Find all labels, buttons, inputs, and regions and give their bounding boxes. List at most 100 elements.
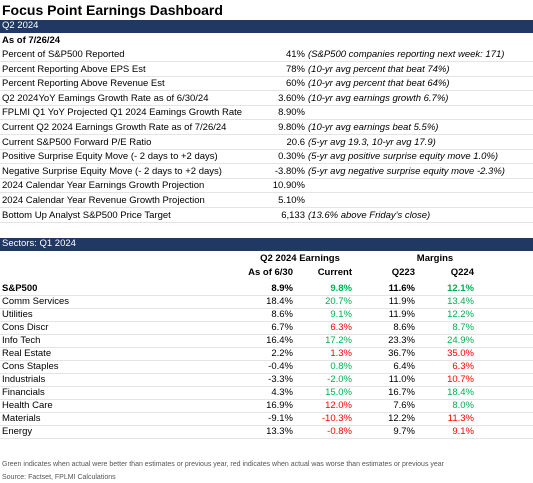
row-line xyxy=(0,166,533,179)
sector-cell: -0.4% xyxy=(268,361,293,372)
sector-cell: 12.1% xyxy=(447,283,474,294)
sector-cell: 23.3% xyxy=(388,335,415,346)
row-note: (5-yr avg negative surprise equity move … xyxy=(308,165,505,177)
row-value: 5.10% xyxy=(278,195,305,206)
row-line xyxy=(0,322,533,335)
sector-cell: 11.6% xyxy=(388,283,415,294)
row-label: Negative Surprise Equity Move (- 2 days … xyxy=(2,165,222,177)
sector-cell: 17.2% xyxy=(325,335,352,346)
sector-cell: 8.7% xyxy=(452,322,474,333)
row-note: (10-yr avg percent that beat 64%) xyxy=(308,78,450,90)
sector-cell: 13.3% xyxy=(266,426,293,437)
sector-cell: 15.0% xyxy=(325,387,352,398)
row-line xyxy=(0,400,533,413)
sector-cell: 11.3% xyxy=(447,413,474,424)
sector-name: Comm Services xyxy=(2,296,70,307)
row-label: Positive Surprise Equity Move (- 2 days … xyxy=(2,151,218,163)
section-header: Q2 2024 xyxy=(0,20,533,33)
sector-cell: -10.3% xyxy=(321,413,352,424)
row-line xyxy=(0,335,533,348)
row-note: (5-yr avg 19.3, 10-yr avg 17.9) xyxy=(308,136,436,148)
sector-name: Materials xyxy=(2,413,41,424)
sector-cell: 35.0% xyxy=(447,348,474,359)
sector-cell: 9.7% xyxy=(393,426,415,437)
sector-cell: -2.0% xyxy=(327,374,352,385)
sector-cell: 8.6% xyxy=(271,309,293,320)
sector-cell: 20.7% xyxy=(325,296,352,307)
group-header: Margins xyxy=(416,253,454,264)
row-line xyxy=(0,296,533,309)
row-label: Bottom Up Analyst S&P500 Price Target xyxy=(2,209,171,221)
sector-cell: 6.7% xyxy=(271,322,293,333)
group-header: Q2 2024 Earnings xyxy=(260,253,340,264)
sector-cell: 11.0% xyxy=(388,374,415,385)
row-line xyxy=(0,283,533,296)
row-label: Percent Reporting Above EPS Est xyxy=(2,63,146,75)
sector-name: Real Estate xyxy=(2,348,52,359)
sector-cell: -3.3% xyxy=(268,374,293,385)
row-value: 10.90% xyxy=(272,180,305,192)
row-note: (10-yr avg earnings growth 6.7%) xyxy=(308,92,449,104)
sector-name: Info Tech xyxy=(2,335,41,346)
sector-cell: 11.9% xyxy=(388,296,415,307)
sector-cell: -9.1% xyxy=(268,413,293,424)
row-line xyxy=(0,195,533,208)
row-value: 78% xyxy=(285,63,305,75)
sector-name: S&P500 xyxy=(2,283,38,294)
sector-cell: 7.6% xyxy=(393,400,415,411)
sector-cell: 24.9% xyxy=(447,335,474,346)
row-line xyxy=(0,137,533,150)
row-line xyxy=(0,348,533,361)
sector-name: Cons Staples xyxy=(2,361,59,372)
sector-cell: 9.1% xyxy=(330,309,352,320)
sector-cell: 13.4% xyxy=(447,296,474,307)
section-header: Sectors: Q1 2024 xyxy=(0,238,533,251)
row-note: (5-yr avg positive surprise equity move … xyxy=(308,151,499,163)
row-label: Percent of S&P500 Reported xyxy=(2,49,125,60)
row-label: Percent Reporting Above Revenue Est xyxy=(2,78,165,90)
row-line xyxy=(0,374,533,387)
sector-name: Health Care xyxy=(2,400,53,411)
sector-cell: 16.9% xyxy=(266,400,293,411)
sector-name: Utilities xyxy=(2,309,33,320)
sector-cell: -0.8% xyxy=(327,426,352,437)
sector-cell: 4.3% xyxy=(271,387,293,398)
row-value: 6,133 xyxy=(281,209,305,221)
sector-cell: 8.6% xyxy=(393,322,415,333)
sector-cell: 18.4% xyxy=(447,387,474,398)
row-note: (10-yr avg percent that beat 74%) xyxy=(308,63,450,75)
row-line xyxy=(0,387,533,400)
row-line xyxy=(0,426,533,439)
row-note: (13.6% above Friday's close) xyxy=(308,209,431,221)
sector-cell: 2.2% xyxy=(271,348,293,359)
row-label: 2024 Calendar Year Earnings Growth Proje… xyxy=(2,180,205,192)
sector-cell: 12.2% xyxy=(388,413,415,424)
sector-name: Industrials xyxy=(2,374,46,385)
row-line xyxy=(0,210,533,223)
row-value: -3.80% xyxy=(274,165,305,177)
row-label: Q2 2024YoY Eamings Growth Rate as of 6/3… xyxy=(2,92,209,104)
row-line xyxy=(0,78,533,92)
row-value: 0.30% xyxy=(278,151,305,163)
row-line xyxy=(0,64,533,77)
sector-cell: 9.8% xyxy=(330,283,352,294)
row-line xyxy=(0,413,533,426)
row-line xyxy=(0,309,533,322)
sector-cell: 1.3% xyxy=(330,348,352,359)
sector-cell: 16.7% xyxy=(388,387,415,398)
row-note: (S&P500 companies reporting next week: 1… xyxy=(308,49,505,60)
sector-cell: 9.1% xyxy=(452,426,474,437)
sector-cell: 16.4% xyxy=(266,335,293,346)
sector-name: Cons Discr xyxy=(2,322,49,333)
column-header: Q224 xyxy=(450,267,474,278)
row-value: 9.80% xyxy=(278,122,305,133)
as-of: As of 7/26/24 xyxy=(2,35,61,46)
source: Source: Factset, FPLMI Calculations xyxy=(2,474,116,481)
sector-cell: 6.4% xyxy=(393,361,415,372)
column-header: Q223 xyxy=(391,267,415,278)
row-line xyxy=(0,93,533,106)
row-value: 3.60% xyxy=(278,92,305,104)
sector-cell: 11.9% xyxy=(388,309,415,320)
sector-cell: 8.0% xyxy=(452,400,474,411)
